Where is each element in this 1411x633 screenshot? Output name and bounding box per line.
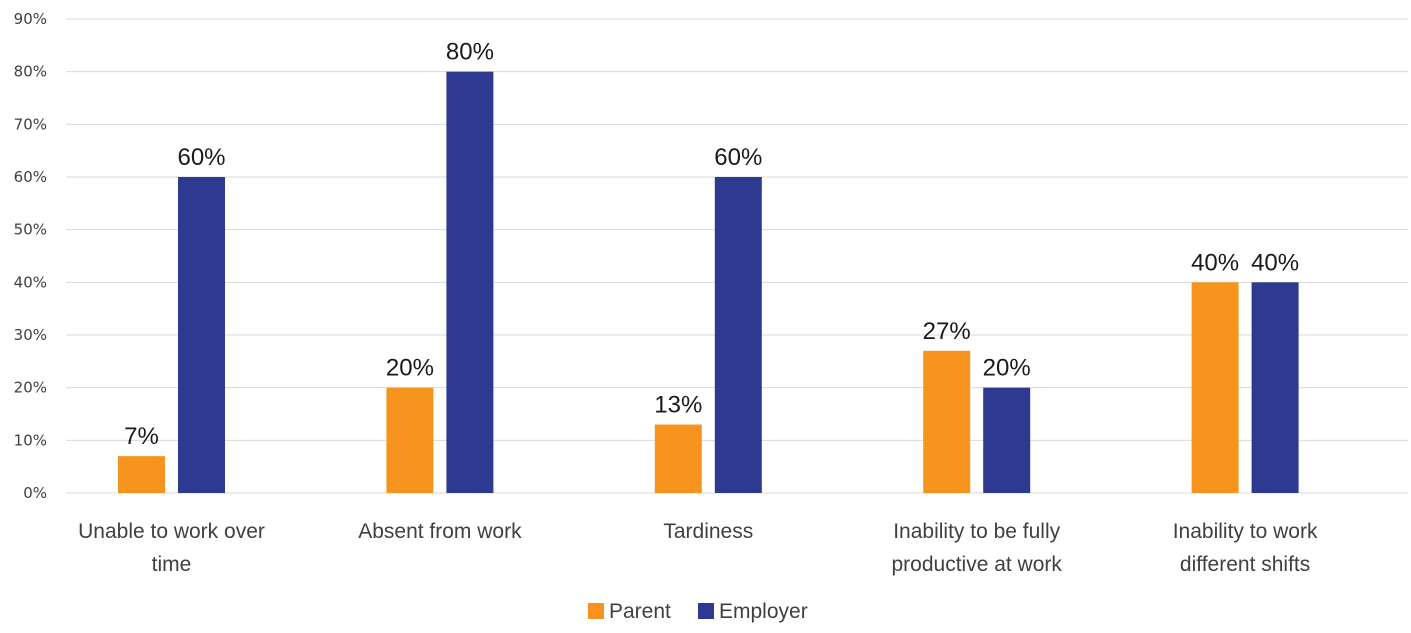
data-labels: 7% 60% 20% 80% 13% 60% 27% 20% 40% 40% (124, 39, 1299, 450)
category-label: Tardiness (663, 520, 753, 543)
y-tick-label: 90% (14, 10, 47, 28)
category-label: Absent from work (358, 520, 522, 543)
legend-swatch-parent (588, 603, 604, 619)
legend: Parent Employer (588, 600, 808, 623)
y-tick-label: 50% (14, 221, 47, 239)
category-label-line: time (152, 553, 192, 576)
category-label: Inability to be fully productive at work (891, 520, 1062, 576)
category-label: Unable to work over time (78, 520, 265, 576)
data-label-employer: 60% (177, 144, 225, 171)
y-tick-label: 30% (14, 326, 47, 344)
bar-parent (654, 424, 702, 493)
y-tick-label: 0% (23, 484, 47, 502)
data-label-employer: 40% (1251, 249, 1299, 276)
y-tick-label: 40% (14, 273, 47, 291)
bar-employer (983, 387, 1031, 493)
bars (118, 71, 1299, 494)
data-label-employer: 80% (446, 39, 494, 66)
y-axis-ticks: 0% 10% 20% 30% 40% 50% 60% 70% 80% 90% (14, 10, 47, 502)
y-tick-label: 80% (14, 63, 47, 81)
data-label-parent: 40% (1191, 249, 1239, 276)
data-label-parent: 13% (654, 392, 702, 419)
y-tick-label: 20% (14, 379, 47, 397)
category-label-line: Unable to work over (78, 520, 265, 543)
category-label-line: productive at work (891, 553, 1062, 576)
data-label-parent: 7% (124, 423, 159, 450)
bar-parent (1191, 282, 1239, 493)
bar-parent (386, 387, 434, 493)
category-label-line: Tardiness (663, 520, 753, 543)
category-label-line: Inability to be fully (893, 520, 1060, 543)
bar-employer (1251, 282, 1299, 493)
data-label-employer: 20% (983, 355, 1031, 382)
bar-employer (446, 71, 494, 494)
legend-label-employer: Employer (719, 600, 808, 623)
y-tick-label: 10% (14, 431, 47, 449)
bar-employer (714, 177, 762, 493)
category-label: Inability to work different shifts (1173, 520, 1318, 576)
legend-swatch-employer (698, 603, 714, 619)
bar-parent (923, 350, 971, 493)
y-tick-label: 60% (14, 168, 47, 186)
category-label-line: Absent from work (358, 520, 522, 543)
y-tick-label: 70% (14, 115, 47, 133)
x-axis-categories: Unable to work over time Absent from work T… (78, 520, 1318, 576)
legend-label-parent: Parent (609, 600, 671, 623)
bar-parent (118, 456, 165, 493)
bar-employer (178, 177, 225, 493)
data-label-employer: 60% (714, 144, 762, 171)
data-label-parent: 20% (386, 355, 434, 382)
category-label-line: Inability to work (1173, 520, 1318, 543)
category-label-line: different shifts (1180, 553, 1310, 576)
data-label-parent: 27% (923, 318, 971, 345)
